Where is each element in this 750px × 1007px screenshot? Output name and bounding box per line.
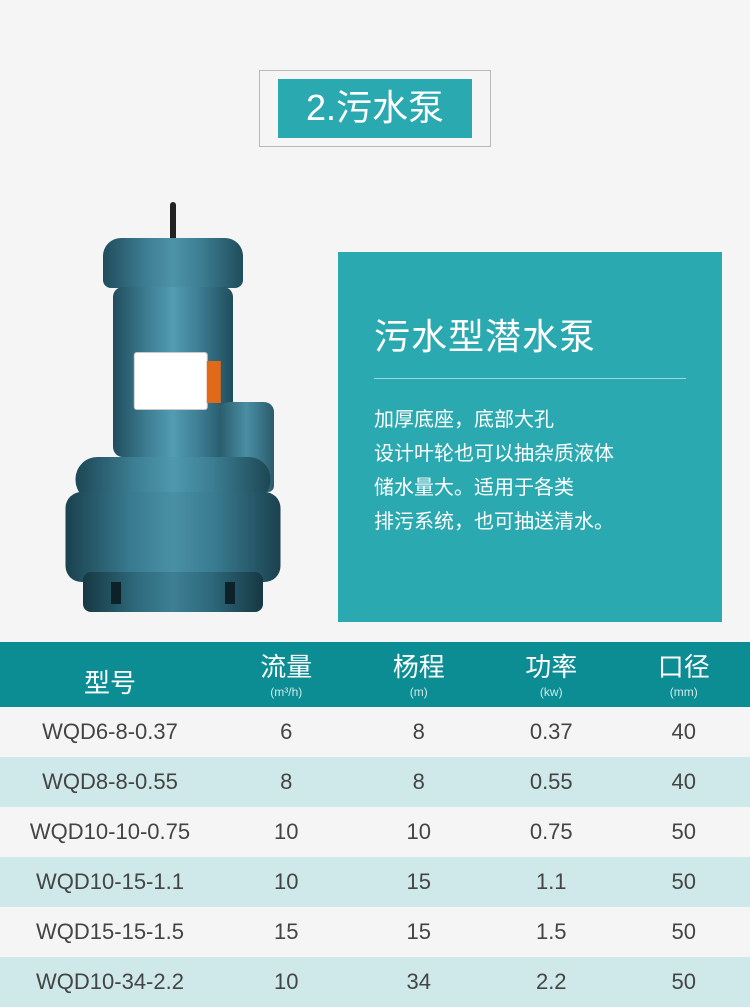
table-cell: 15 [220,919,353,945]
table-cell: WQD10-10-0.75 [0,819,220,845]
table-row: WQD10-15-1.110151.150 [0,857,750,907]
th-label: 功率 [485,652,618,683]
table-body: WQD6-8-0.37680.3740WQD8-8-0.55880.5540WQ… [0,707,750,1007]
table-row: WQD15-15-1.515151.550 [0,907,750,957]
table-cell: 10 [220,819,353,845]
pump-illustration [58,202,288,612]
th-flow: 流量 (m³/h) [220,652,353,700]
th-unit: (mm) [618,685,750,699]
th-model: 型号 [0,668,220,699]
table-cell: 10 [220,869,353,895]
info-line: 加厚底座，底部大孔 [374,403,686,437]
info-line: 排污系统，也可抽送清水。 [374,505,686,539]
table-cell: 2.2 [485,969,618,995]
table-row: WQD8-8-0.55880.5540 [0,757,750,807]
table-cell: 8 [220,769,353,795]
info-line: 设计叶轮也可以抽杂质液体 [374,437,686,471]
table-cell: 6 [220,719,353,745]
spec-table: 型号 流量 (m³/h) 杨程 (m) 功率 (kw) 口径 (mm) WQD6… [0,642,750,1007]
table-cell: 50 [618,969,750,995]
badge-frame: 2.污水泵 [259,70,491,147]
th-head: 杨程 (m) [353,652,486,700]
th-label: 流量 [220,652,353,683]
table-cell: 15 [353,919,486,945]
table-cell: 0.75 [485,819,618,845]
table-cell: WQD10-15-1.1 [0,869,220,895]
table-cell: 10 [220,969,353,995]
section-badge: 2.污水泵 [278,79,472,138]
table-cell: 1.1 [485,869,618,895]
table-cell: 10 [353,819,486,845]
th-unit: (kw) [485,685,618,699]
table-cell: 40 [618,719,750,745]
table-cell: 0.55 [485,769,618,795]
th-diameter: 口径 (mm) [618,652,750,700]
table-cell: 8 [353,719,486,745]
product-row: 污水型潜水泵 加厚底座，底部大孔 设计叶轮也可以抽杂质液体 储水量大。适用于各类… [0,192,750,622]
table-cell: 50 [618,919,750,945]
info-title: 污水型潜水泵 [374,308,686,360]
product-image [28,192,318,622]
table-cell: 34 [353,969,486,995]
table-cell: WQD8-8-0.55 [0,769,220,795]
th-label: 口径 [618,652,750,683]
table-cell: 1.5 [485,919,618,945]
th-unit: (m) [353,685,486,699]
table-cell: 15 [353,869,486,895]
table-cell: 50 [618,869,750,895]
info-line: 储水量大。适用于各类 [374,471,686,505]
table-cell: WQD15-15-1.5 [0,919,220,945]
table-cell: WQD10-34-2.2 [0,969,220,995]
table-cell: 40 [618,769,750,795]
table-row: WQD10-34-2.210342.250 [0,957,750,1007]
table-cell: 8 [353,769,486,795]
table-row: WQD6-8-0.37680.3740 [0,707,750,757]
header: 2.污水泵 [0,0,750,147]
page: 2.污水泵 污水型潜水泵 加厚底座，底部大孔 设计叶轮也可以抽杂质液体 储水量大… [0,0,750,985]
table-header-row: 型号 流量 (m³/h) 杨程 (m) 功率 (kw) 口径 (mm) [0,642,750,708]
table-cell: 0.37 [485,719,618,745]
info-panel: 污水型潜水泵 加厚底座，底部大孔 设计叶轮也可以抽杂质液体 储水量大。适用于各类… [338,252,722,622]
th-unit: (m³/h) [220,685,353,699]
th-label: 型号 [0,668,220,699]
table-cell: 50 [618,819,750,845]
info-divider [374,378,686,379]
info-description: 加厚底座，底部大孔 设计叶轮也可以抽杂质液体 储水量大。适用于各类 排污系统，也… [374,403,686,539]
table-cell: WQD6-8-0.37 [0,719,220,745]
th-power: 功率 (kw) [485,652,618,700]
th-label: 杨程 [353,652,486,683]
table-row: WQD10-10-0.7510100.7550 [0,807,750,857]
